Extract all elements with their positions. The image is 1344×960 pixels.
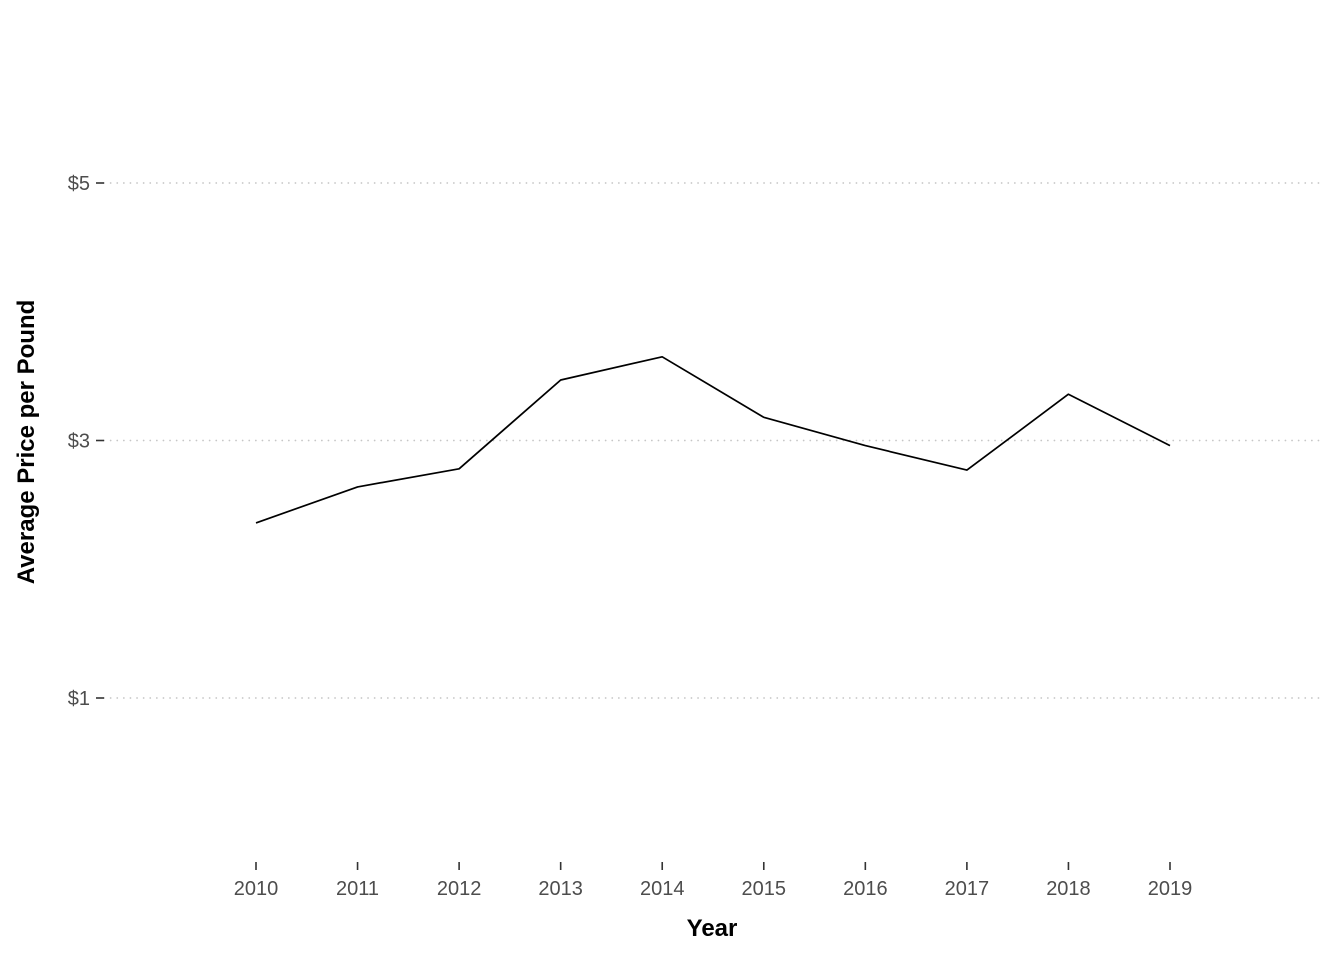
y-tick-label: $5	[68, 173, 90, 195]
y-tick-label: $1	[68, 688, 90, 710]
x-axis-ticks-group	[255, 862, 1171, 870]
x-tick-label: 2015	[742, 878, 787, 900]
x-tick-label: 2019	[1148, 878, 1193, 900]
x-tick-label: 2012	[437, 878, 482, 900]
y-axis-title: Average Price per Pound	[13, 300, 40, 585]
x-tick-label: 2010	[234, 878, 279, 900]
y-axis-labels-group: $1 $3 $5	[68, 173, 90, 710]
x-tick-label: 2016	[843, 878, 888, 900]
x-tick-label: 2018	[1046, 878, 1091, 900]
y-tick-label: $3	[68, 431, 90, 453]
x-tick-label: 2013	[538, 878, 583, 900]
x-tick-label: 2017	[945, 878, 990, 900]
x-axis-title: Year	[687, 915, 738, 942]
x-tick-label: 2011	[336, 878, 379, 900]
x-tick-label: 2014	[640, 878, 685, 900]
gridlines-group	[103, 182, 1323, 699]
price-line-series	[255, 355, 1171, 524]
y-axis-ticks-group	[96, 182, 104, 699]
x-axis-labels-group: 2010 2011 2012 2013 2014 2015 2016 2017 2018 2019	[234, 878, 1193, 900]
